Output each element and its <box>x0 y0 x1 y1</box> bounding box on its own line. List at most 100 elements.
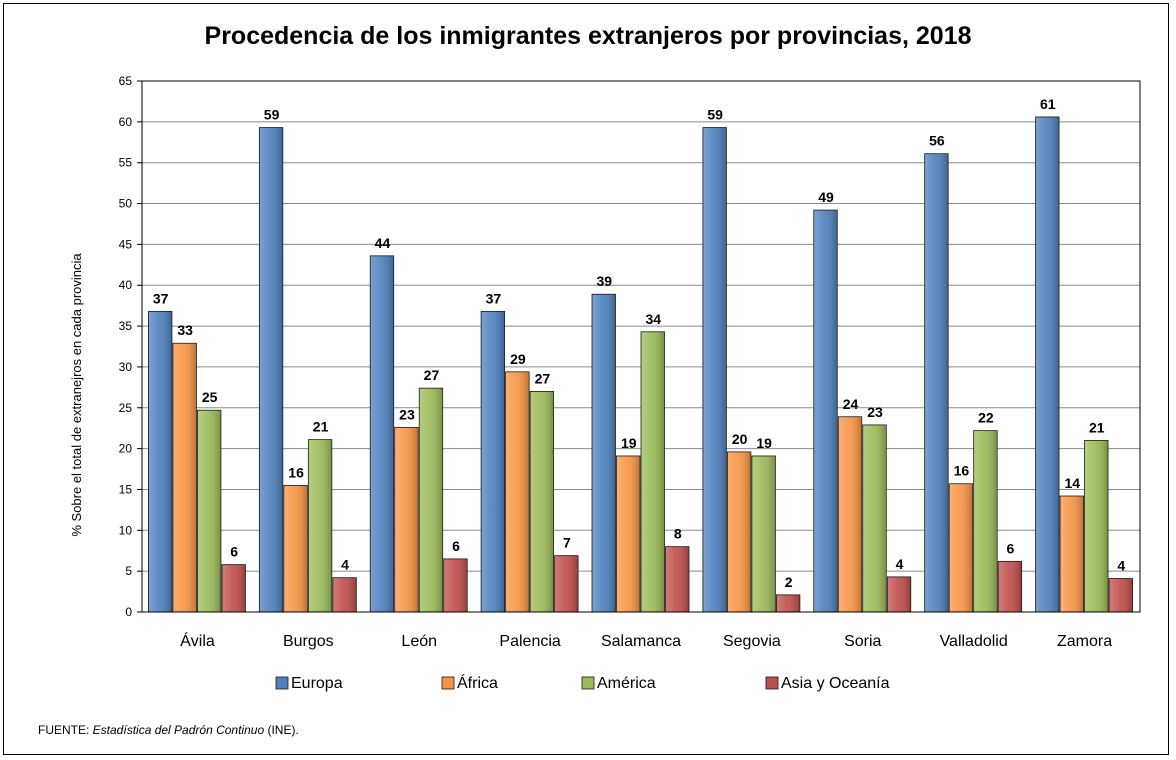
bar-shade <box>222 565 245 612</box>
data-label: 37 <box>486 290 502 306</box>
data-label: 34 <box>645 311 661 327</box>
bar-shade <box>863 425 886 612</box>
data-label: 25 <box>202 389 218 405</box>
x-tick-label: Burgos <box>283 633 334 650</box>
data-label: 8 <box>674 526 682 542</box>
x-tick-label: Palencia <box>499 633 560 650</box>
data-label: 56 <box>929 133 945 149</box>
bar-shade <box>925 154 948 612</box>
data-label: 24 <box>843 396 859 412</box>
bar-shade <box>444 559 467 612</box>
bar-shade <box>481 311 505 612</box>
data-label: 22 <box>978 410 994 426</box>
data-label: 4 <box>341 557 349 573</box>
y-tick-label: 25 <box>119 401 133 415</box>
y-tick-label: 30 <box>119 360 133 374</box>
data-label: 4 <box>896 556 904 572</box>
bar-shade <box>197 410 221 612</box>
legend-swatch <box>581 676 595 690</box>
x-tick-label: Segovia <box>723 633 781 650</box>
bar-shade <box>998 561 1022 612</box>
bar-shade <box>703 128 726 612</box>
data-label: 27 <box>535 370 551 386</box>
data-label: 6 <box>1007 540 1015 556</box>
y-tick-label: 65 <box>119 74 133 88</box>
data-label: 61 <box>1040 96 1056 112</box>
bar-shade <box>592 294 615 612</box>
data-label: 19 <box>621 435 637 451</box>
bar-shade <box>333 578 356 612</box>
x-tick-label: Valladolid <box>940 633 1008 650</box>
x-tick-label: Salamanca <box>601 633 681 650</box>
x-tick-label: León <box>401 633 437 650</box>
axes: 0 5 10 15 20 25 30 35 40 45 50 55 60 65 Ávila Burgos Leó… <box>119 74 1141 650</box>
data-label: 21 <box>1089 419 1105 435</box>
data-label: 59 <box>707 107 723 123</box>
bar-shade <box>727 452 751 612</box>
y-tick-label: 5 <box>125 564 132 578</box>
plot-area <box>141 80 1141 613</box>
y-tick-label: 15 <box>119 482 133 496</box>
chart-frame <box>3 3 1169 755</box>
bar-shade <box>776 595 800 612</box>
bar-shade <box>1085 440 1108 612</box>
bar-shade <box>370 256 394 612</box>
bar-shade <box>838 417 862 612</box>
y-axis-label: % Sobre el total de extranejros en cada … <box>69 253 84 537</box>
source-prefix: FUENTE: <box>38 723 93 737</box>
bar-shade <box>814 210 837 612</box>
legend-swatch <box>441 676 455 690</box>
bar-shade <box>1109 579 1133 612</box>
legend-label: África <box>457 673 498 692</box>
bar-shade <box>173 343 196 612</box>
bar-shade <box>887 577 911 612</box>
source-note: FUENTE: Estadística del Padrón Continuo … <box>38 723 299 737</box>
y-tick-label: 55 <box>119 156 133 170</box>
legend-label: Asia y Oceanía <box>781 675 890 692</box>
x-tick-label: Soria <box>844 633 881 650</box>
bar-shade <box>308 440 332 612</box>
data-label: 6 <box>230 544 238 560</box>
bar-shade <box>506 372 529 612</box>
bar-shade <box>752 456 775 612</box>
legend: Europa África América Asia y Oceanía <box>275 673 890 692</box>
data-label: 44 <box>375 235 391 251</box>
legend-swatch <box>275 676 289 690</box>
y-tick-label: 50 <box>119 197 133 211</box>
data-label: 23 <box>399 406 415 422</box>
y-tick-label: 10 <box>119 523 133 537</box>
data-label: 49 <box>818 189 834 205</box>
data-label: 16 <box>954 463 970 479</box>
data-label: 19 <box>756 435 772 451</box>
y-tick-label: 20 <box>119 442 133 456</box>
bar-shade <box>284 485 307 612</box>
x-tick-label: Ávila <box>180 631 215 650</box>
data-label: 16 <box>288 464 304 480</box>
bar-shade <box>395 427 418 612</box>
y-tick-label: 60 <box>119 115 133 129</box>
bar-shade <box>259 128 283 612</box>
bar-shade <box>530 391 554 612</box>
bar-shade <box>1060 496 1084 612</box>
data-label: 29 <box>510 351 526 367</box>
bar-shade <box>148 311 172 612</box>
bar-shade <box>555 556 578 612</box>
data-label: 59 <box>264 107 280 123</box>
data-label: 39 <box>596 273 612 289</box>
bars <box>148 116 1133 613</box>
data-label: 14 <box>1065 475 1081 491</box>
bar-shade <box>641 332 664 612</box>
legend-swatch <box>765 676 779 690</box>
data-label: 6 <box>452 538 460 554</box>
bar-shade <box>974 431 997 612</box>
legend-label: América <box>597 675 656 692</box>
data-label: 21 <box>313 419 329 435</box>
y-tick-label: 0 <box>125 605 132 619</box>
data-label: 7 <box>563 535 571 551</box>
bar-shade <box>1036 117 1059 612</box>
bar-shade <box>617 456 640 612</box>
data-label: 37 <box>153 290 169 306</box>
y-tick-label: 40 <box>119 278 133 292</box>
